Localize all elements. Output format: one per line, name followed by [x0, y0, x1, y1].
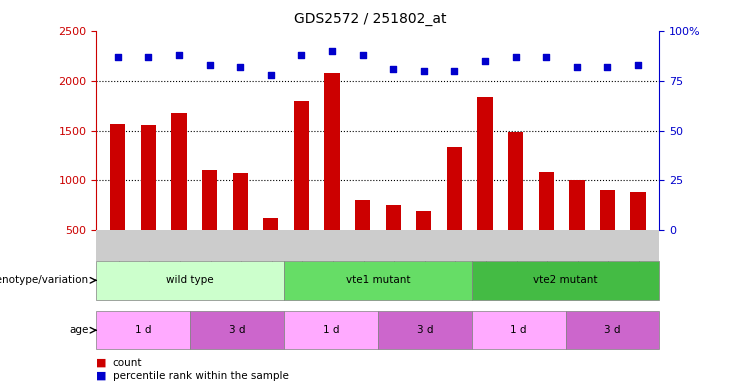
Bar	[141, 124, 156, 230]
Point	[204, 61, 216, 68]
Bar	[202, 170, 217, 230]
Bar	[171, 113, 187, 230]
Point	[418, 68, 430, 74]
Bar	[416, 212, 431, 230]
Text: percentile rank within the sample: percentile rank within the sample	[113, 371, 288, 381]
Point	[234, 64, 246, 70]
Point	[571, 64, 582, 70]
Bar	[284, 311, 378, 349]
Bar	[569, 180, 585, 230]
Point	[448, 68, 460, 74]
Text: 1 d: 1 d	[135, 325, 151, 335]
Text: 3 d: 3 d	[605, 325, 621, 335]
Point	[356, 51, 368, 58]
Bar	[378, 311, 472, 349]
Point	[510, 54, 522, 60]
Point	[112, 54, 124, 60]
Bar	[110, 124, 125, 230]
Bar	[293, 101, 309, 230]
Bar	[472, 311, 565, 349]
Bar	[472, 261, 659, 300]
Point	[296, 51, 308, 58]
Bar	[631, 192, 645, 230]
Bar	[508, 132, 523, 230]
Text: 3 d: 3 d	[416, 325, 433, 335]
Text: wild type: wild type	[167, 275, 214, 285]
Point	[388, 66, 399, 72]
Text: 1 d: 1 d	[511, 325, 527, 335]
Bar	[355, 200, 370, 230]
Point	[173, 51, 185, 58]
Text: 1 d: 1 d	[323, 325, 339, 335]
Text: vte2 mutant: vte2 mutant	[534, 275, 598, 285]
Bar	[263, 218, 279, 230]
Bar	[96, 311, 190, 349]
Point	[540, 54, 552, 60]
Bar	[565, 311, 659, 349]
Point	[602, 64, 614, 70]
Text: genotype/variation: genotype/variation	[0, 275, 89, 285]
Text: age: age	[70, 325, 89, 335]
Bar	[539, 172, 554, 230]
Point	[265, 71, 276, 78]
Bar	[233, 173, 247, 230]
Text: 3 d: 3 d	[229, 325, 245, 335]
Text: ■: ■	[96, 358, 107, 368]
Bar	[284, 261, 472, 300]
Bar	[385, 205, 401, 230]
Point	[142, 54, 154, 60]
Point	[632, 61, 644, 68]
Text: vte1 mutant: vte1 mutant	[345, 275, 411, 285]
Bar	[599, 190, 615, 230]
Bar	[96, 230, 659, 261]
Point	[326, 48, 338, 54]
Bar	[325, 73, 339, 230]
Text: GDS2572 / 251802_at: GDS2572 / 251802_at	[294, 12, 447, 25]
Point	[479, 58, 491, 64]
Bar	[190, 311, 284, 349]
Text: count: count	[113, 358, 142, 368]
Bar	[96, 261, 284, 300]
Text: ■: ■	[96, 371, 107, 381]
Bar	[477, 97, 493, 230]
Bar	[447, 147, 462, 230]
